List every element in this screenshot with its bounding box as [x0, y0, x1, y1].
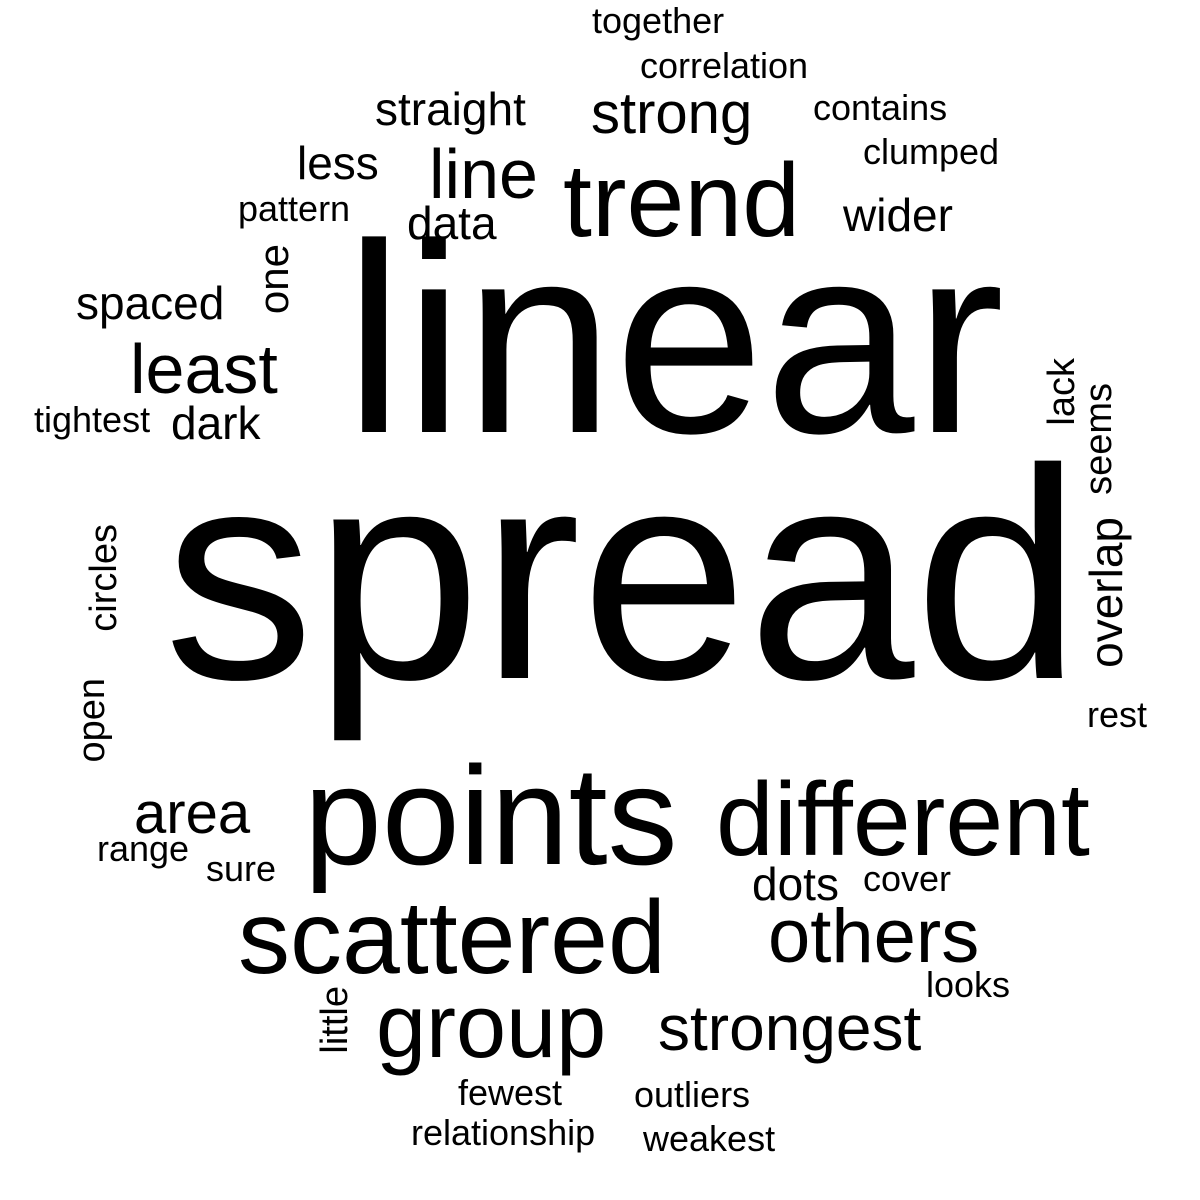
word-lack: lack [1041, 358, 1083, 426]
word-points: points [304, 737, 678, 894]
word-wider: wider [843, 189, 953, 241]
word-dark: dark [171, 397, 261, 449]
word-spread: spread [164, 406, 1082, 742]
word-clumped: clumped [863, 131, 1000, 172]
word-little: little [314, 986, 356, 1054]
word-scattered: scattered [238, 880, 666, 996]
word-less: less [297, 137, 379, 189]
word-rest: rest [1087, 694, 1148, 735]
word-linear: linear [344, 189, 1005, 490]
word-relationship: relationship [411, 1112, 596, 1153]
word-strongest: strongest [658, 992, 922, 1064]
word-line: line [429, 135, 538, 213]
word-least: least [130, 330, 278, 408]
word-seems: seems [1078, 383, 1120, 495]
word-dots: dots [752, 858, 839, 910]
word-contains: contains [813, 87, 948, 128]
word-pattern: pattern [238, 188, 351, 229]
word-group: group [376, 977, 607, 1077]
word-trend: trend [563, 143, 801, 259]
word-data: data [407, 197, 497, 249]
word-fewest: fewest [458, 1072, 563, 1113]
word-overlap: overlap [1080, 517, 1132, 668]
word-circles: circles [83, 524, 125, 632]
word-area: area [134, 781, 251, 846]
word-together: together [592, 0, 725, 41]
word-range: range [97, 828, 190, 869]
word-one: one [250, 244, 297, 315]
word-strong: strong [591, 81, 753, 146]
word-spaced: spaced [76, 277, 225, 329]
word-weakest: weakest [643, 1118, 776, 1159]
word-different: different [716, 762, 1090, 878]
word-correlation: correlation [640, 45, 809, 86]
word-cover: cover [863, 858, 952, 899]
word-open: open [71, 678, 113, 763]
word-sure: sure [206, 848, 277, 889]
word-others: others [768, 894, 980, 979]
word-straight: straight [375, 83, 526, 135]
word-outliers: outliers [634, 1074, 751, 1115]
word-tightest: tightest [34, 399, 151, 440]
word-looks: looks [926, 964, 1011, 1005]
